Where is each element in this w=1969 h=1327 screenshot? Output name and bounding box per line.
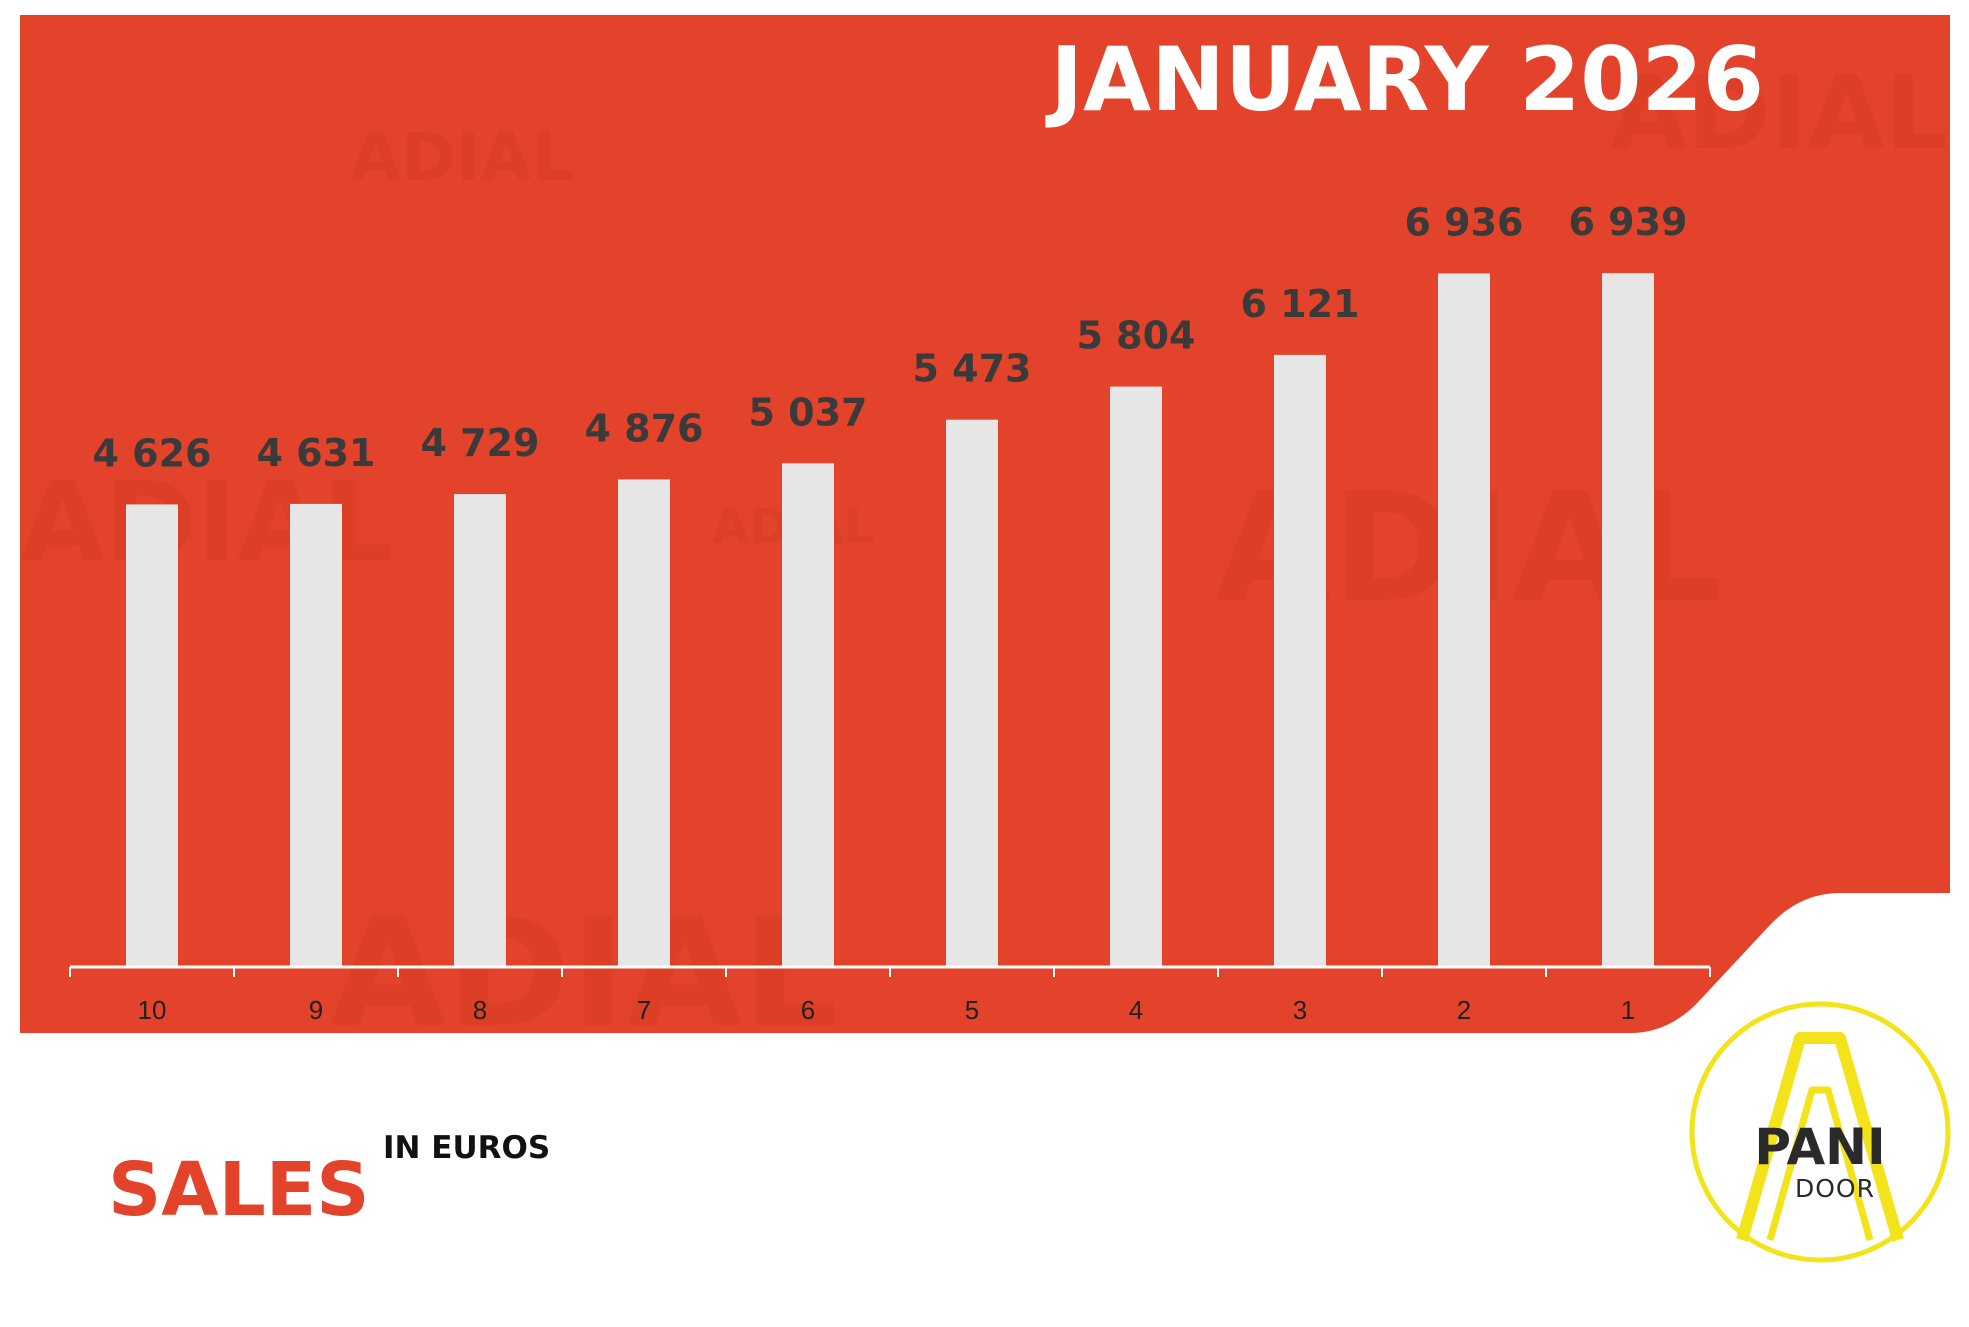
bar-6 bbox=[782, 463, 834, 967]
sales-caption: SALES bbox=[108, 1147, 370, 1233]
bar-value-label: 4 876 bbox=[585, 406, 704, 450]
x-tick-label: 7 bbox=[637, 995, 651, 1025]
bar-3 bbox=[1274, 354, 1326, 967]
x-tick-label: 4 bbox=[1129, 995, 1143, 1025]
logo-a-inner-icon bbox=[1766, 1086, 1874, 1241]
bar-10 bbox=[126, 504, 178, 967]
currency-caption: IN EUROS bbox=[383, 1130, 550, 1166]
bar-value-label: 5 473 bbox=[913, 347, 1032, 391]
logo-text-door: DOOR bbox=[1795, 1174, 1875, 1203]
bar-value-label: 6 121 bbox=[1241, 282, 1360, 326]
x-tick-label: 8 bbox=[473, 995, 487, 1025]
bar-9 bbox=[290, 503, 342, 967]
bar-7 bbox=[618, 479, 670, 967]
bar-value-label: 6 939 bbox=[1569, 200, 1688, 244]
chart-title: JANUARY 2026 bbox=[1045, 28, 1764, 131]
bar-1 bbox=[1602, 273, 1654, 968]
bar-value-label: 4 631 bbox=[257, 431, 376, 475]
logo-text-pani: PANI bbox=[1754, 1118, 1885, 1176]
logo-a-outline-icon bbox=[1736, 1032, 1904, 1242]
bar-value-label: 5 804 bbox=[1077, 314, 1196, 358]
x-tick-label: 2 bbox=[1457, 995, 1471, 1025]
bar-value-label: 6 936 bbox=[1405, 200, 1524, 244]
x-tick-label: 5 bbox=[965, 995, 979, 1025]
x-tick-label: 6 bbox=[801, 995, 815, 1025]
bar-4 bbox=[1110, 386, 1162, 968]
bar-2 bbox=[1438, 273, 1490, 967]
x-tick-label: 10 bbox=[138, 995, 167, 1025]
bar-5 bbox=[946, 419, 998, 967]
bar-value-label: 4 729 bbox=[421, 421, 540, 465]
watermark-text: ADIAL bbox=[350, 119, 574, 196]
bars-layer: 4 626 10 4 631 9 4 729 8 4 876 7 5 037 6 5 473 5 5 8… bbox=[93, 200, 1688, 1025]
watermark-text: ADIAL bbox=[1610, 55, 1949, 172]
brand-logo: PANI DOOR bbox=[1689, 1001, 1951, 1263]
bar-8 bbox=[454, 494, 506, 967]
x-tick-label: 9 bbox=[309, 995, 323, 1025]
x-tick-label: 1 bbox=[1621, 995, 1635, 1025]
x-tick-label: 3 bbox=[1293, 995, 1307, 1025]
watermark-text: ADIAL bbox=[330, 887, 838, 1061]
bar-value-label: 4 626 bbox=[93, 431, 212, 475]
bar-value-label: 5 037 bbox=[749, 390, 868, 434]
x-axis-ticks bbox=[69, 967, 1711, 977]
